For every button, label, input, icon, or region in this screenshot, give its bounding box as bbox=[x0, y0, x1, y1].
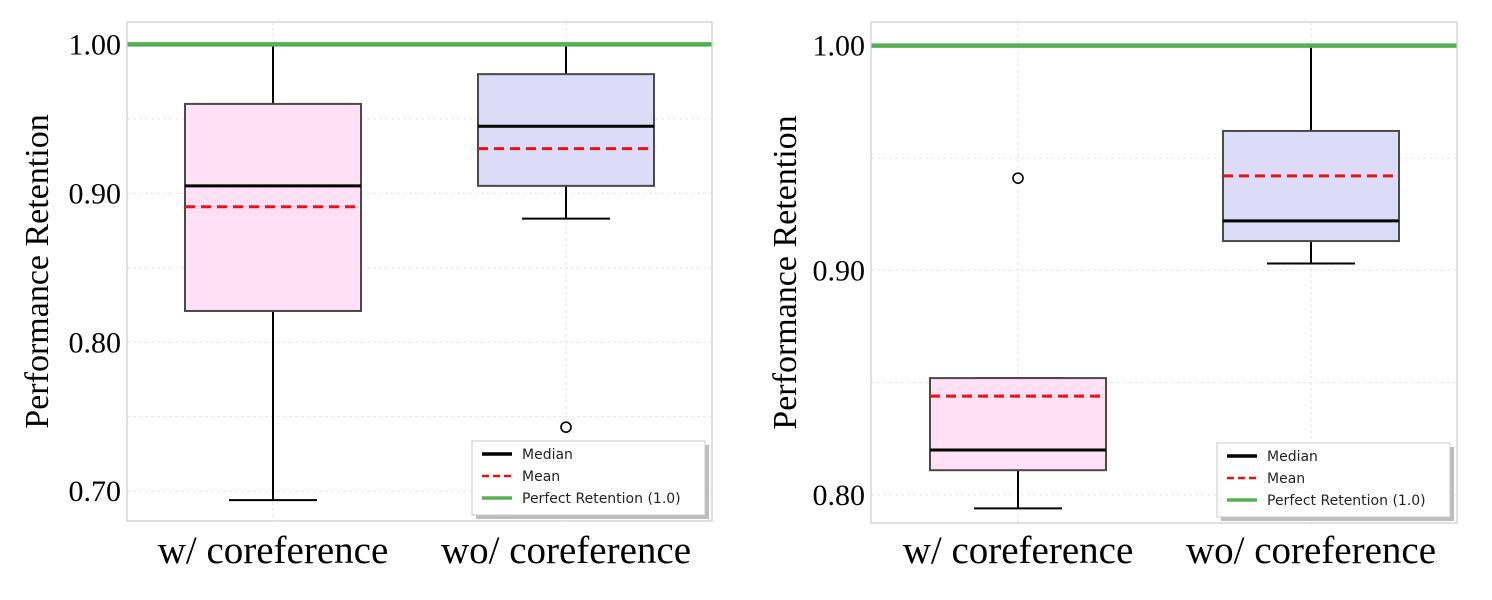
legend-label: Perfect Retention (1.0) bbox=[522, 491, 681, 507]
box-2 bbox=[477, 43, 655, 433]
box-1 bbox=[929, 172, 1107, 510]
box-body bbox=[1222, 129, 1400, 243]
y-tick-label: 0.80 bbox=[69, 326, 122, 359]
chart-panel-2: 0.80 0.90 1.00 w/ coreference wo/ coreferenc… bbox=[767, 21, 1458, 572]
x-category-label: wo/ coreference bbox=[1186, 529, 1436, 572]
legend-label: Mean bbox=[1267, 471, 1305, 487]
plot-frame bbox=[870, 21, 1458, 524]
y-tick-label: 0.80 bbox=[813, 479, 866, 512]
box-2 bbox=[1222, 44, 1400, 265]
y-tick-label: 0.90 bbox=[813, 254, 866, 287]
x-category-label: w/ coreference bbox=[903, 529, 1134, 572]
legend: Median Mean Perfect Retention (1.0) bbox=[471, 440, 709, 519]
y-tick-label: 1.00 bbox=[813, 30, 866, 63]
y-tick-label: 0.70 bbox=[69, 475, 122, 508]
x-category-label: wo/ coreference bbox=[441, 529, 691, 572]
plot-frame bbox=[126, 21, 713, 522]
outlier-point bbox=[560, 421, 572, 433]
y-tick-label: 1.00 bbox=[69, 28, 122, 61]
legend-label: Median bbox=[522, 447, 573, 463]
legend-label: Perfect Retention (1.0) bbox=[1267, 493, 1426, 509]
box-body bbox=[929, 377, 1107, 472]
chart-panel-1: 0.70 0.80 0.90 1.00 w/ coreference wo/ corefe… bbox=[19, 21, 713, 572]
outlier-point bbox=[1012, 172, 1024, 184]
box-body bbox=[477, 73, 655, 187]
legend: Median Mean Perfect Retention (1.0) bbox=[1216, 442, 1454, 521]
y-axis-label: Performance Retention bbox=[19, 114, 56, 428]
legend-label: Median bbox=[1267, 449, 1318, 465]
legend-label: Mean bbox=[522, 469, 560, 485]
y-tick-label: 0.90 bbox=[69, 177, 122, 210]
y-axis-label: Performance Retention bbox=[767, 115, 804, 429]
x-category-label: w/ coreference bbox=[158, 529, 389, 572]
